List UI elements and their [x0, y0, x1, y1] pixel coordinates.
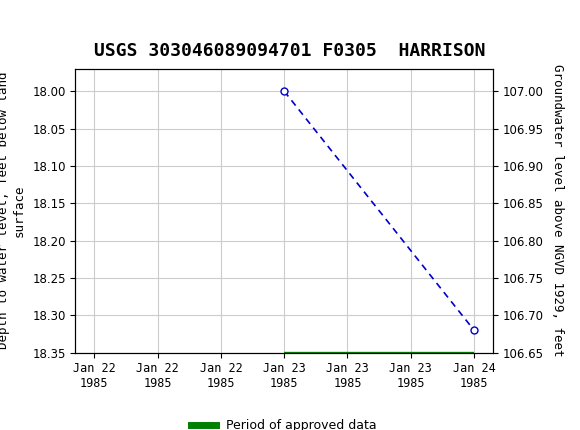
Y-axis label: Depth to water level, feet below land
surface: Depth to water level, feet below land su… [0, 72, 26, 350]
Y-axis label: Groundwater level above NGVD 1929, feet: Groundwater level above NGVD 1929, feet [550, 64, 564, 357]
Legend: Period of approved data: Period of approved data [186, 414, 382, 430]
Text: ≡USGS: ≡USGS [12, 16, 78, 36]
Text: USGS 303046089094701 F0305  HARRISON: USGS 303046089094701 F0305 HARRISON [94, 42, 486, 60]
